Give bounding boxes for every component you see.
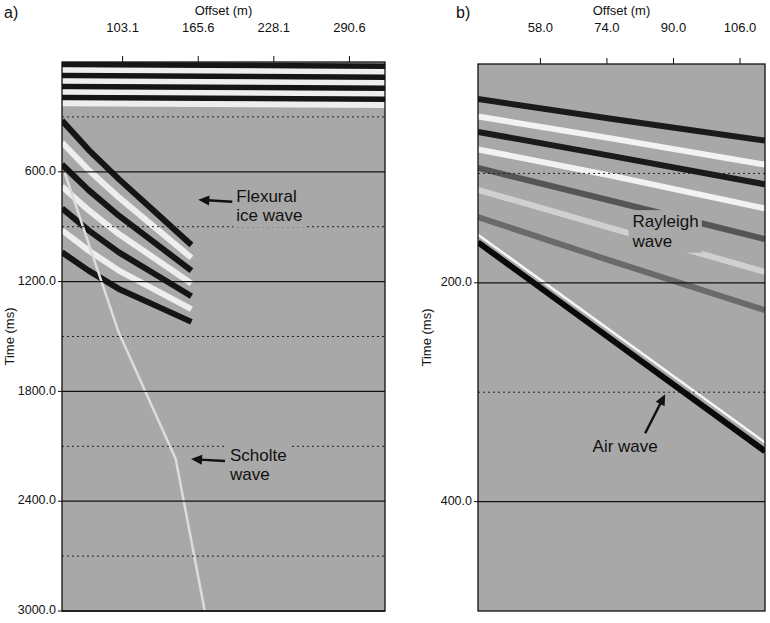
panel-label: a) xyxy=(4,4,18,21)
annotation-line: Flexural xyxy=(236,187,296,206)
seismic-event xyxy=(62,76,385,78)
grid-line xyxy=(62,281,385,282)
x-tick xyxy=(122,56,123,62)
x-tick-label: 290.6 xyxy=(333,20,366,35)
x-axis-title: Offset (m) xyxy=(195,3,253,18)
figure: 103.1 165.6 228.1 290.6 600.0 1200.0 1800.0 240… xyxy=(0,0,770,623)
arrow-head xyxy=(191,455,202,465)
annotation-line: Rayleigh xyxy=(633,212,699,231)
x-tick xyxy=(540,58,541,64)
annotation-text: Rayleighwave xyxy=(632,212,699,251)
seismic-event xyxy=(62,252,191,322)
seismic-event xyxy=(62,87,385,89)
panel: 58.0 74.0 90.0 106.0 200.0 400.0 Offset (m) Tim… xyxy=(419,3,765,611)
x-tick-label: 165.6 xyxy=(182,20,215,35)
arrow-shaft xyxy=(200,460,225,461)
annotation-line: Air wave xyxy=(593,437,658,456)
y-tick-label: 3000.0 xyxy=(18,603,56,617)
x-tick xyxy=(606,58,607,64)
annotation-line: Scholte xyxy=(230,446,287,465)
x-tick xyxy=(673,58,674,64)
y-tick xyxy=(58,611,62,612)
y-axis-title: Time (ms) xyxy=(2,307,17,365)
seismic-event xyxy=(478,217,765,310)
arrow-head xyxy=(656,394,665,406)
x-tick xyxy=(349,56,350,62)
y-tick-label: 600.0 xyxy=(25,164,56,178)
seismic-event xyxy=(478,235,765,443)
arrow-head xyxy=(198,195,209,205)
annotations: Air wave Rayleighwave xyxy=(590,210,702,458)
annotation-line: wave xyxy=(632,232,673,251)
annotation-line: wave xyxy=(229,465,270,484)
text-patch xyxy=(629,210,702,253)
y-tick-label: 1800.0 xyxy=(18,384,56,398)
grid-line xyxy=(478,501,765,502)
minor-grid-line xyxy=(62,226,385,227)
annotations: Flexuralice wave Scholtewave xyxy=(191,185,305,487)
panel: 103.1 165.6 228.1 290.6 600.0 1200.0 1800.0 240… xyxy=(2,3,385,617)
data-group xyxy=(478,99,765,451)
y-tick xyxy=(474,501,478,502)
seismic-event xyxy=(478,242,765,451)
plot-background xyxy=(62,62,385,611)
plot-background xyxy=(478,64,765,611)
x-tick xyxy=(273,56,274,62)
seismic-event xyxy=(62,81,385,83)
annotation-line: ice wave xyxy=(236,206,302,225)
y-tick-label: 2400.0 xyxy=(18,493,56,507)
text-patch xyxy=(590,435,661,458)
x-tick xyxy=(198,56,199,62)
plot-frame xyxy=(478,64,765,611)
seismic-event xyxy=(62,98,385,100)
minor-grid-line xyxy=(62,556,385,557)
x-tick xyxy=(740,58,741,64)
x-tick-label: 103.1 xyxy=(106,20,139,35)
y-tick xyxy=(58,391,62,392)
x-tick-label: 58.0 xyxy=(528,20,553,35)
grid-line xyxy=(62,391,385,392)
text-patch xyxy=(226,444,290,487)
y-tick-label: 200.0 xyxy=(441,275,472,289)
seismic-event xyxy=(478,99,765,141)
seismic-event xyxy=(62,230,191,309)
y-tick-label: 1200.0 xyxy=(18,274,56,288)
seismic-event xyxy=(62,70,385,72)
panel-label: b) xyxy=(456,4,470,21)
x-axis-title: Offset (m) xyxy=(593,3,651,18)
seismic-event xyxy=(62,65,385,67)
grid-line xyxy=(478,282,765,283)
seismic-event xyxy=(62,92,385,94)
data-group xyxy=(62,65,385,611)
grid-line xyxy=(62,171,385,172)
grid-line xyxy=(62,501,385,502)
x-tick-label: 90.0 xyxy=(661,20,686,35)
y-tick xyxy=(58,281,62,282)
arrow-shaft xyxy=(645,402,661,433)
x-tick-label: 106.0 xyxy=(724,20,757,35)
y-axis-title: Time (ms) xyxy=(419,308,434,366)
text-patch xyxy=(233,185,305,228)
minor-grid-line xyxy=(62,446,385,447)
annotation-text: Scholtewave xyxy=(229,446,287,485)
arrow-shaft xyxy=(207,200,232,201)
annotation-text: Air wave xyxy=(593,437,658,456)
x-tick-label: 228.1 xyxy=(258,20,291,35)
x-tick-label: 74.0 xyxy=(594,20,619,35)
minor-grid-line xyxy=(478,392,765,393)
seismic-event xyxy=(62,103,385,105)
plot-frame xyxy=(62,62,385,611)
minor-grid-line xyxy=(478,173,765,174)
annotation-text: Flexuralice wave xyxy=(236,187,302,226)
y-tick xyxy=(58,171,62,172)
y-tick-label: 400.0 xyxy=(441,494,472,508)
y-tick xyxy=(58,501,62,502)
minor-grid-line xyxy=(62,116,385,117)
minor-grid-line xyxy=(62,336,385,337)
y-tick xyxy=(474,282,478,283)
